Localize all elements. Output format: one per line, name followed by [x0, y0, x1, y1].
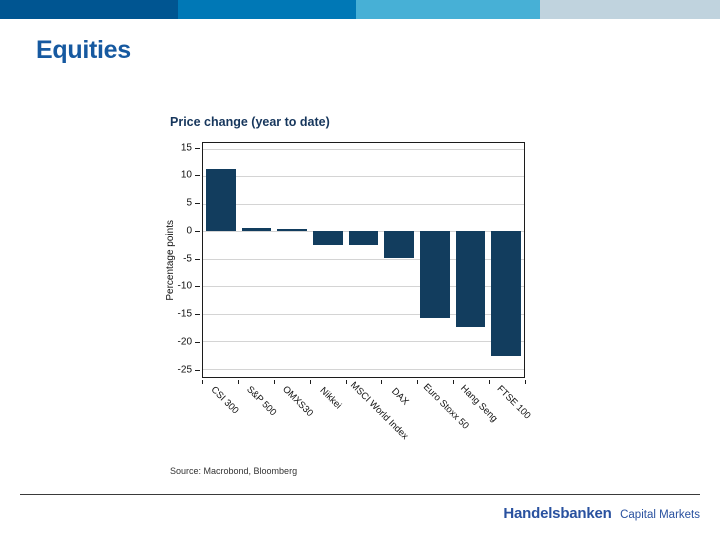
x-tick-mark-3 [309, 380, 311, 384]
gridline-15 [203, 148, 524, 150]
x-tick-mark-4 [345, 380, 347, 384]
bar-DAX [384, 231, 414, 259]
x-tick-mark-5 [381, 380, 383, 384]
bar-OMXS30 [277, 229, 307, 232]
bar-FTSE 100 [491, 231, 521, 357]
gridline-10 [203, 176, 524, 178]
y-tick-mark-5 [195, 203, 200, 205]
footer-divider [20, 494, 700, 495]
y-tick-mark--20 [195, 341, 200, 343]
header-accent-bar [0, 0, 720, 19]
plot-area [202, 142, 525, 378]
x-tick-mark-1 [237, 380, 239, 384]
bar-CSI 300 [206, 169, 236, 232]
bar-Euro Stoxx 50 [420, 231, 450, 318]
gridline--10 [203, 286, 524, 288]
y-tick-label--10: -10 [177, 280, 192, 292]
y-tick-label--15: -15 [177, 308, 192, 320]
bar-S&P 500 [241, 228, 272, 232]
y-tick-label-5: 5 [186, 197, 192, 209]
gridline--20 [203, 341, 524, 343]
x-tick-mark-2 [273, 380, 275, 384]
header-accent-segment-1 [0, 0, 178, 19]
y-tick-label--5: -5 [183, 253, 192, 265]
gridline--25 [203, 368, 524, 370]
source-note: Source: Macrobond, Bloomberg [170, 466, 298, 476]
y-tick-label--20: -20 [177, 336, 192, 348]
header-accent-segment-3 [356, 0, 540, 19]
brand-logo-name: Handelsbanken [503, 505, 612, 522]
x-axis-label-FTSE 100: FTSE 100 [494, 383, 533, 422]
x-axis: CSI 300 S&P 500 OMXS30 Nikkei MSCI World Ind… [202, 379, 533, 474]
x-tick-mark-8 [489, 380, 491, 384]
slide-title: Equities [36, 36, 131, 64]
x-axis-label-CSI 300: CSI 300 [208, 384, 241, 417]
header-accent-segment-2 [178, 0, 356, 19]
y-tick-label-0: 0 [186, 225, 192, 237]
y-axis: 15 10 5 0 -5 -10 -15 -20 -25 [156, 142, 200, 378]
gridline--5 [203, 258, 524, 260]
y-tick-mark--5 [195, 258, 200, 260]
x-axis-label-DAX: DAX [389, 385, 412, 408]
bar-Hang Seng [455, 231, 486, 327]
y-tick-mark-10 [195, 175, 200, 177]
y-tick-label--25: -25 [177, 364, 192, 376]
x-axis-label-Nikkei: Nikkei [317, 385, 344, 412]
y-tick-mark-15 [195, 147, 200, 149]
x-tick-mark-9 [525, 380, 526, 384]
y-tick-mark--25 [195, 369, 200, 371]
y-tick-mark--10 [195, 286, 200, 288]
brand-logo-suffix: Capital Markets [620, 509, 700, 521]
y-tick-label-10: 10 [180, 169, 192, 181]
y-tick-mark-0 [195, 230, 200, 232]
gridline-5 [203, 203, 524, 205]
brand-logo: Handelsbanken Capital Markets [503, 505, 700, 523]
y-tick-label-15: 15 [180, 142, 192, 154]
x-tick-mark-7 [453, 380, 455, 384]
x-axis-label-OMXS30: OMXS30 [279, 383, 315, 419]
y-tick-mark--15 [195, 314, 200, 316]
x-axis-label-S&P 500: S&P 500 [244, 384, 279, 419]
gridline--15 [203, 313, 524, 315]
header-accent-segment-4 [540, 0, 720, 19]
x-tick-mark-6 [417, 380, 419, 384]
bar-Nikkei [313, 231, 343, 245]
bar-MSCI World Index [348, 231, 379, 246]
chart-title: Price change (year to date) [170, 115, 330, 129]
x-tick-mark-0 [202, 380, 203, 384]
